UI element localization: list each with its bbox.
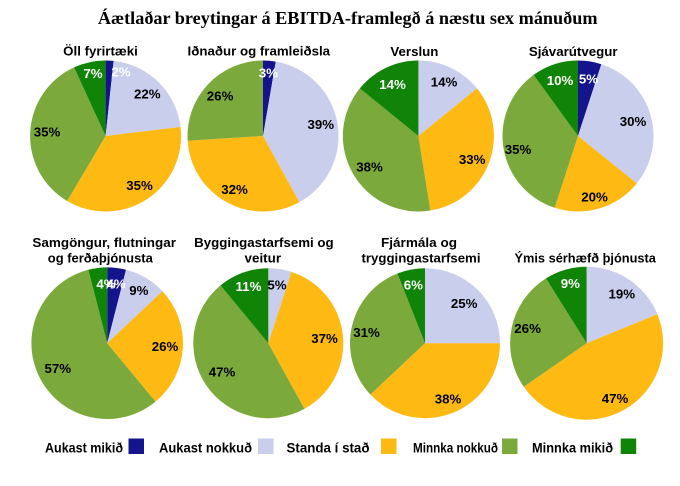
svg-text:31%: 31% (353, 325, 380, 340)
svg-text:Verslun: Verslun (390, 44, 438, 59)
svg-text:Minnka nokkuð: Minnka nokkuð (413, 440, 498, 455)
svg-text:Sjávarútvegur: Sjávarútvegur (529, 44, 618, 59)
svg-text:47%: 47% (602, 391, 629, 406)
svg-text:11%: 11% (236, 279, 262, 294)
svg-text:14%: 14% (379, 77, 406, 92)
svg-text:38%: 38% (356, 160, 383, 175)
svg-text:Aukast nokkuð: Aukast nokkuð (159, 440, 252, 455)
svg-text:19%: 19% (608, 287, 635, 302)
svg-text:35%: 35% (126, 178, 153, 193)
svg-text:33%: 33% (459, 152, 486, 167)
svg-text:7%: 7% (83, 66, 102, 81)
svg-text:Minnka mikið: Minnka mikið (532, 440, 613, 455)
svg-text:Byggingastarfsemi og: Byggingastarfsemi og (194, 235, 334, 250)
svg-text:57%: 57% (44, 361, 71, 376)
svg-text:38%: 38% (435, 392, 462, 407)
svg-text:5%: 5% (579, 72, 598, 87)
svg-text:9%: 9% (561, 276, 580, 291)
svg-text:tryggingastarfsemi: tryggingastarfsemi (362, 251, 481, 266)
svg-text:Aukast mikið: Aukast mikið (45, 440, 123, 455)
svg-text:Fjármála og: Fjármála og (381, 235, 457, 250)
svg-text:37%: 37% (311, 331, 338, 346)
svg-text:26%: 26% (514, 321, 541, 336)
svg-text:3%: 3% (259, 66, 278, 81)
svg-text:30%: 30% (620, 114, 647, 129)
svg-text:og ferðaþjónusta: og ferðaþjónusta (48, 251, 154, 266)
svg-text:14%: 14% (431, 75, 458, 90)
svg-text:26%: 26% (152, 339, 179, 354)
svg-text:Standa í stað: Standa í stað (287, 440, 370, 455)
svg-text:4%: 4% (106, 277, 125, 292)
svg-text:Iðnaður og framleiðsla: Iðnaður og framleiðsla (188, 43, 331, 58)
svg-text:32%: 32% (221, 182, 248, 197)
svg-text:veitur: veitur (245, 251, 282, 266)
svg-text:5%: 5% (267, 278, 286, 293)
svg-text:Öll fyrirtæki: Öll fyrirtæki (63, 43, 138, 58)
svg-text:Ýmis sérhæfð þjónusta: Ýmis sérhæfð þjónusta (514, 251, 656, 266)
svg-text:Samgöngur, flutningar: Samgöngur, flutningar (32, 235, 176, 250)
svg-text:22%: 22% (134, 87, 161, 102)
svg-text:39%: 39% (307, 117, 334, 132)
svg-text:10%: 10% (547, 73, 574, 88)
svg-text:20%: 20% (581, 190, 608, 205)
svg-text:6%: 6% (404, 277, 423, 292)
svg-text:47%: 47% (209, 365, 236, 380)
svg-text:35%: 35% (34, 125, 61, 140)
svg-text:Áætlaðar breytingar á EBITDA-f: Áætlaðar breytingar á EBITDA-framlegð á … (98, 7, 598, 28)
svg-text:4%: 4% (96, 277, 115, 292)
svg-text:2%: 2% (111, 65, 130, 80)
svg-text:25%: 25% (451, 296, 478, 311)
svg-text:26%: 26% (207, 89, 234, 104)
svg-text:35%: 35% (505, 142, 532, 157)
svg-text:9%: 9% (129, 283, 148, 298)
